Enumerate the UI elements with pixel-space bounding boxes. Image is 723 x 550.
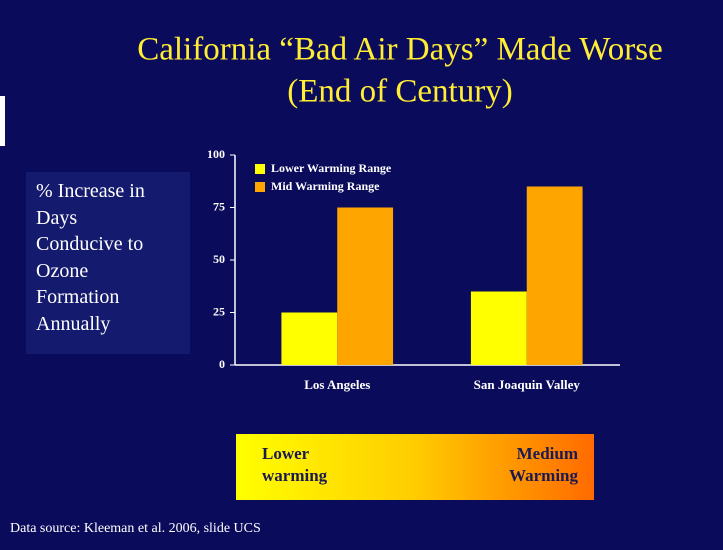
chart-title: California “Bad Air Days” Made Worse (137, 32, 663, 68)
y-axis-label: Annually (36, 312, 111, 335)
scale-low-label: Lower warming (262, 443, 327, 487)
legend-swatch (255, 182, 265, 192)
y-axis-label: Conducive to (36, 233, 144, 255)
y-tick-label: 25 (213, 304, 225, 318)
x-tick-label: San Joaquin Valley (474, 377, 581, 392)
warming-scale: Lower warming Medium Warming (236, 434, 594, 500)
y-axis-label: Ozone (36, 259, 89, 282)
chart-subtitle: (End of Century) (287, 74, 512, 110)
scale-high-label: Medium Warming (509, 443, 578, 487)
scale-label-line: warming (262, 466, 328, 485)
y-tick-label: 0 (219, 357, 225, 371)
y-tick-label: 100 (207, 147, 225, 161)
edge-mark (0, 96, 5, 146)
y-axis-label: % Increase in (36, 180, 145, 202)
y-tick-label: 50 (213, 252, 225, 266)
bar (470, 291, 527, 365)
bar (281, 312, 338, 365)
legend-swatch (255, 164, 265, 174)
source-note: Data source: Kleeman et al. 2006, slide … (10, 521, 261, 536)
scale-label-line: Medium (516, 444, 578, 463)
y-axis-label: Formation (36, 286, 120, 308)
scale-label-line: Warming (509, 466, 578, 485)
legend-label: Lower Warming Range (271, 161, 392, 175)
y-tick-label: 75 (213, 199, 225, 213)
y-axis-label-box: % Increase in Days Conducive to Ozone Fo… (26, 172, 190, 354)
legend-label: Mid Warming Range (271, 179, 380, 193)
bar (337, 207, 394, 365)
y-axis-label: Days (36, 206, 78, 229)
bar (526, 186, 583, 365)
x-tick-label: Los Angeles (304, 377, 370, 392)
scale-label-line: Lower (262, 444, 310, 463)
